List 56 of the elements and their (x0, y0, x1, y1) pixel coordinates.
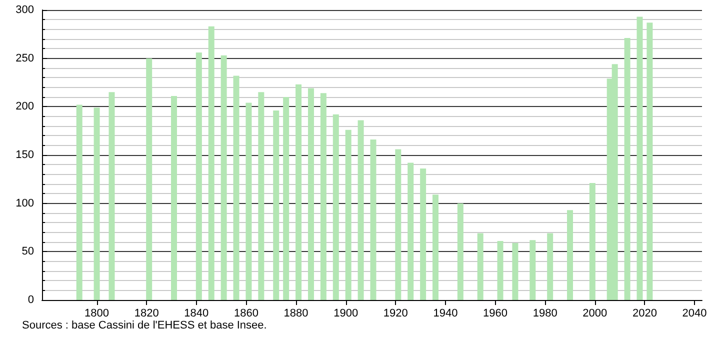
bar (477, 233, 484, 300)
bar (636, 16, 643, 300)
bar (246, 102, 252, 300)
bar (646, 22, 653, 300)
x-tick-label: 1860 (234, 308, 258, 320)
bar (146, 58, 152, 300)
bar (273, 110, 280, 300)
bar (547, 233, 554, 300)
bar (395, 149, 402, 300)
x-tick-label: 1840 (184, 308, 209, 320)
y-tick-label: 200 (16, 100, 34, 113)
bar (530, 240, 536, 300)
bar (457, 203, 464, 300)
y-tick-label: 100 (16, 197, 34, 210)
bar (358, 120, 364, 300)
x-tick-label: 2000 (582, 308, 608, 320)
bar (196, 52, 202, 300)
bar (108, 92, 115, 300)
x-tick-label: 1880 (284, 308, 308, 320)
bar (283, 97, 290, 300)
bar (296, 84, 302, 300)
bar (497, 241, 504, 300)
x-tick-label: 1900 (334, 308, 358, 320)
bar (432, 194, 439, 300)
bar (258, 92, 264, 300)
x-tick-label: 1940 (433, 308, 458, 320)
bar (308, 88, 314, 300)
bar (567, 210, 573, 300)
bar (76, 104, 82, 300)
bar (208, 26, 214, 300)
bar (512, 242, 518, 300)
x-tick-label: 1800 (84, 308, 110, 320)
bar (408, 162, 414, 300)
bar (420, 168, 426, 300)
source-note: Sources : base Cassini de l'EHESS et base Insee. (22, 320, 267, 332)
bar (370, 140, 376, 300)
bar (94, 108, 100, 300)
bar (589, 183, 596, 300)
y-tick-label: 150 (16, 149, 34, 161)
x-tick-label: 1920 (383, 308, 408, 320)
x-tick-label: 2040 (682, 308, 707, 320)
x-tick-label: 2020 (632, 308, 657, 320)
bar (171, 96, 177, 300)
y-tick-label: 50 (22, 246, 34, 258)
y-tick-label: 250 (16, 52, 34, 64)
bar (345, 130, 352, 300)
y-tick-label: 0 (28, 294, 34, 306)
bar (332, 114, 339, 300)
x-tick-label: 1820 (134, 308, 159, 320)
x-tick-label: 1960 (483, 308, 508, 320)
bar (233, 76, 240, 300)
bar (320, 93, 326, 300)
bar (624, 38, 630, 300)
bar (220, 55, 227, 300)
y-tick-label: 300 (16, 4, 34, 16)
x-tick-label: 1980 (532, 308, 558, 320)
